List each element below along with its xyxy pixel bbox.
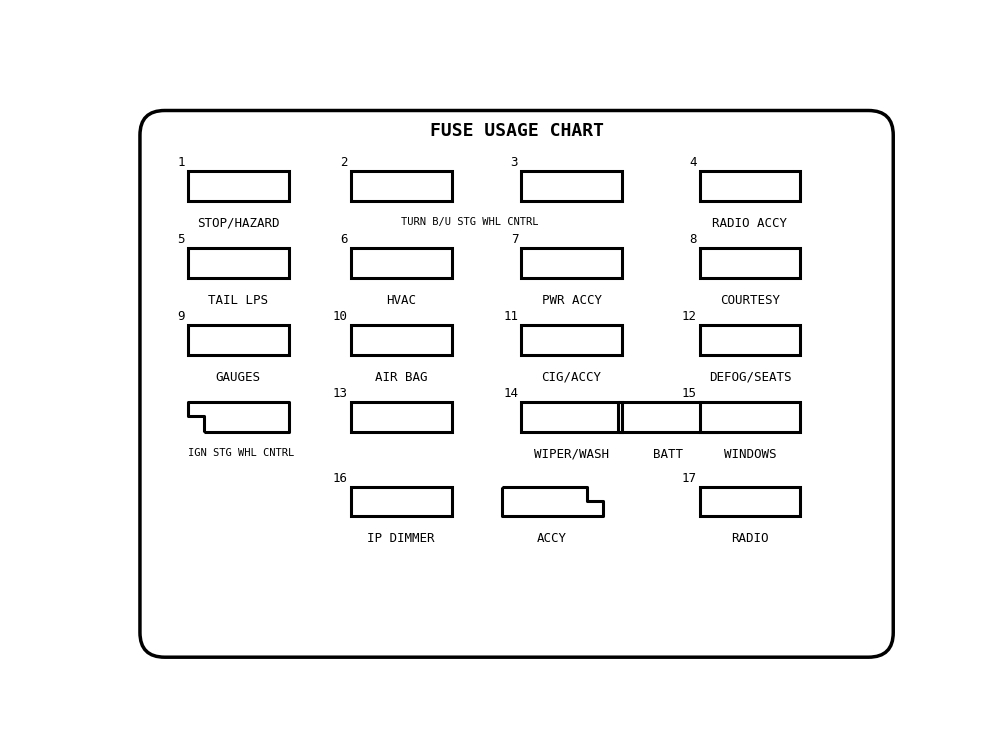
Bar (700, 403, 800, 431)
Bar (521, 171, 622, 201)
Bar (521, 403, 622, 431)
Bar (521, 325, 622, 354)
Text: RADIO ACCY: RADIO ACCY (713, 216, 787, 230)
Text: ACCY: ACCY (537, 532, 568, 545)
Text: 13: 13 (333, 387, 348, 400)
Bar (700, 325, 800, 354)
Text: 2: 2 (340, 156, 348, 169)
Text: 3: 3 (511, 156, 518, 169)
Text: 16: 16 (333, 472, 348, 485)
Bar (188, 171, 288, 201)
Bar (700, 248, 800, 277)
Text: HVAC: HVAC (386, 294, 416, 307)
Text: 14: 14 (503, 387, 518, 400)
Text: FUSE USAGE CHART: FUSE USAGE CHART (429, 121, 604, 139)
Text: PWR ACCY: PWR ACCY (541, 294, 602, 307)
Text: 8: 8 (688, 233, 697, 246)
Text: TURN B/U STG WHL CNTRL: TURN B/U STG WHL CNTRL (401, 216, 538, 227)
Bar (351, 171, 452, 201)
Text: TAIL LPS: TAIL LPS (209, 294, 268, 307)
Bar (351, 248, 452, 277)
Bar (521, 248, 622, 277)
Text: 9: 9 (177, 310, 184, 323)
Text: GAUGES: GAUGES (216, 371, 261, 384)
Bar (188, 248, 288, 277)
Text: 5: 5 (177, 233, 184, 246)
Text: IP DIMMER: IP DIMMER (367, 532, 434, 545)
Text: BATT: BATT (653, 448, 683, 461)
Text: 12: 12 (681, 310, 697, 323)
Text: 17: 17 (681, 472, 697, 485)
Bar (700, 487, 800, 516)
Text: RADIO: RADIO (731, 532, 769, 545)
Text: IGN STG WHL CNTRL: IGN STG WHL CNTRL (188, 448, 294, 458)
Bar (351, 325, 452, 354)
FancyBboxPatch shape (140, 111, 893, 657)
Text: STOP/HAZARD: STOP/HAZARD (198, 216, 279, 230)
Text: AIR BAG: AIR BAG (375, 371, 427, 384)
Bar (351, 403, 452, 431)
Bar (700, 171, 800, 201)
Text: 7: 7 (511, 233, 518, 246)
Text: 15: 15 (681, 387, 697, 400)
Text: COURTESY: COURTESY (720, 294, 780, 307)
Text: 10: 10 (333, 310, 348, 323)
Text: 11: 11 (503, 310, 518, 323)
Text: WINDOWS: WINDOWS (724, 448, 776, 461)
Bar (188, 325, 288, 354)
Bar (351, 487, 452, 516)
Text: 1: 1 (177, 156, 184, 169)
Text: 4: 4 (688, 156, 697, 169)
Text: 6: 6 (340, 233, 348, 246)
Text: DEFOG/SEATS: DEFOG/SEATS (709, 371, 791, 384)
Text: WIPER/WASH: WIPER/WASH (534, 448, 609, 461)
Text: CIG/ACCY: CIG/ACCY (541, 371, 602, 384)
